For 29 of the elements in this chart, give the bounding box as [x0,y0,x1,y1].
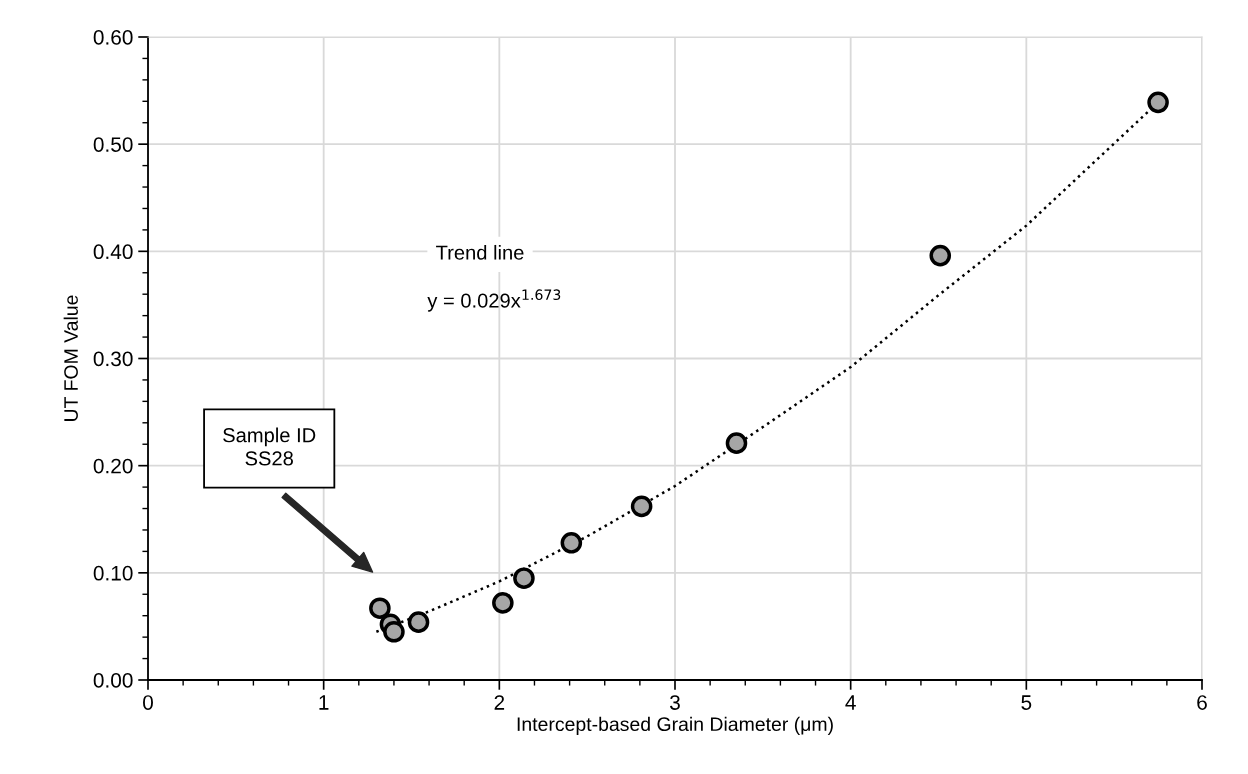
y-axis-title: UT FOM Value [63,295,78,421]
point [630,495,653,518]
y-tick-label: 0.50 [93,137,133,152]
point [929,244,952,267]
x-tick-label: 2 [494,695,505,710]
x-tick-label: 6 [1197,695,1207,710]
y-tick-label: 0.00 [93,673,133,688]
x-tick-label: 4 [845,695,856,710]
y-tick-label: 0.60 [93,30,133,45]
x-tick-label: 0 [143,695,153,710]
point [560,532,583,554]
point [492,592,514,614]
y-tick-label: 0.20 [93,458,133,474]
point [369,597,391,619]
y-tick-label: 0.30 [93,351,133,367]
x-tick-label: 1 [319,695,329,710]
x-tick-label: 3 [670,695,680,710]
x-tick-label: 5 [1021,695,1032,710]
point [1147,91,1169,114]
point [513,567,535,589]
annotation: y = 0.029x$^{1.673}$ [427,289,561,312]
point [407,611,430,633]
point [383,620,405,643]
x-axis-title: Intercept-based Grain Diameter (μm) [517,716,833,735]
annotation: Trend line [436,244,524,260]
point [725,432,748,454]
annotation: Sample ID SS28 [223,427,316,466]
y-tick-label: 0.10 [93,565,133,581]
y-tick-label: 0.40 [93,244,133,260]
